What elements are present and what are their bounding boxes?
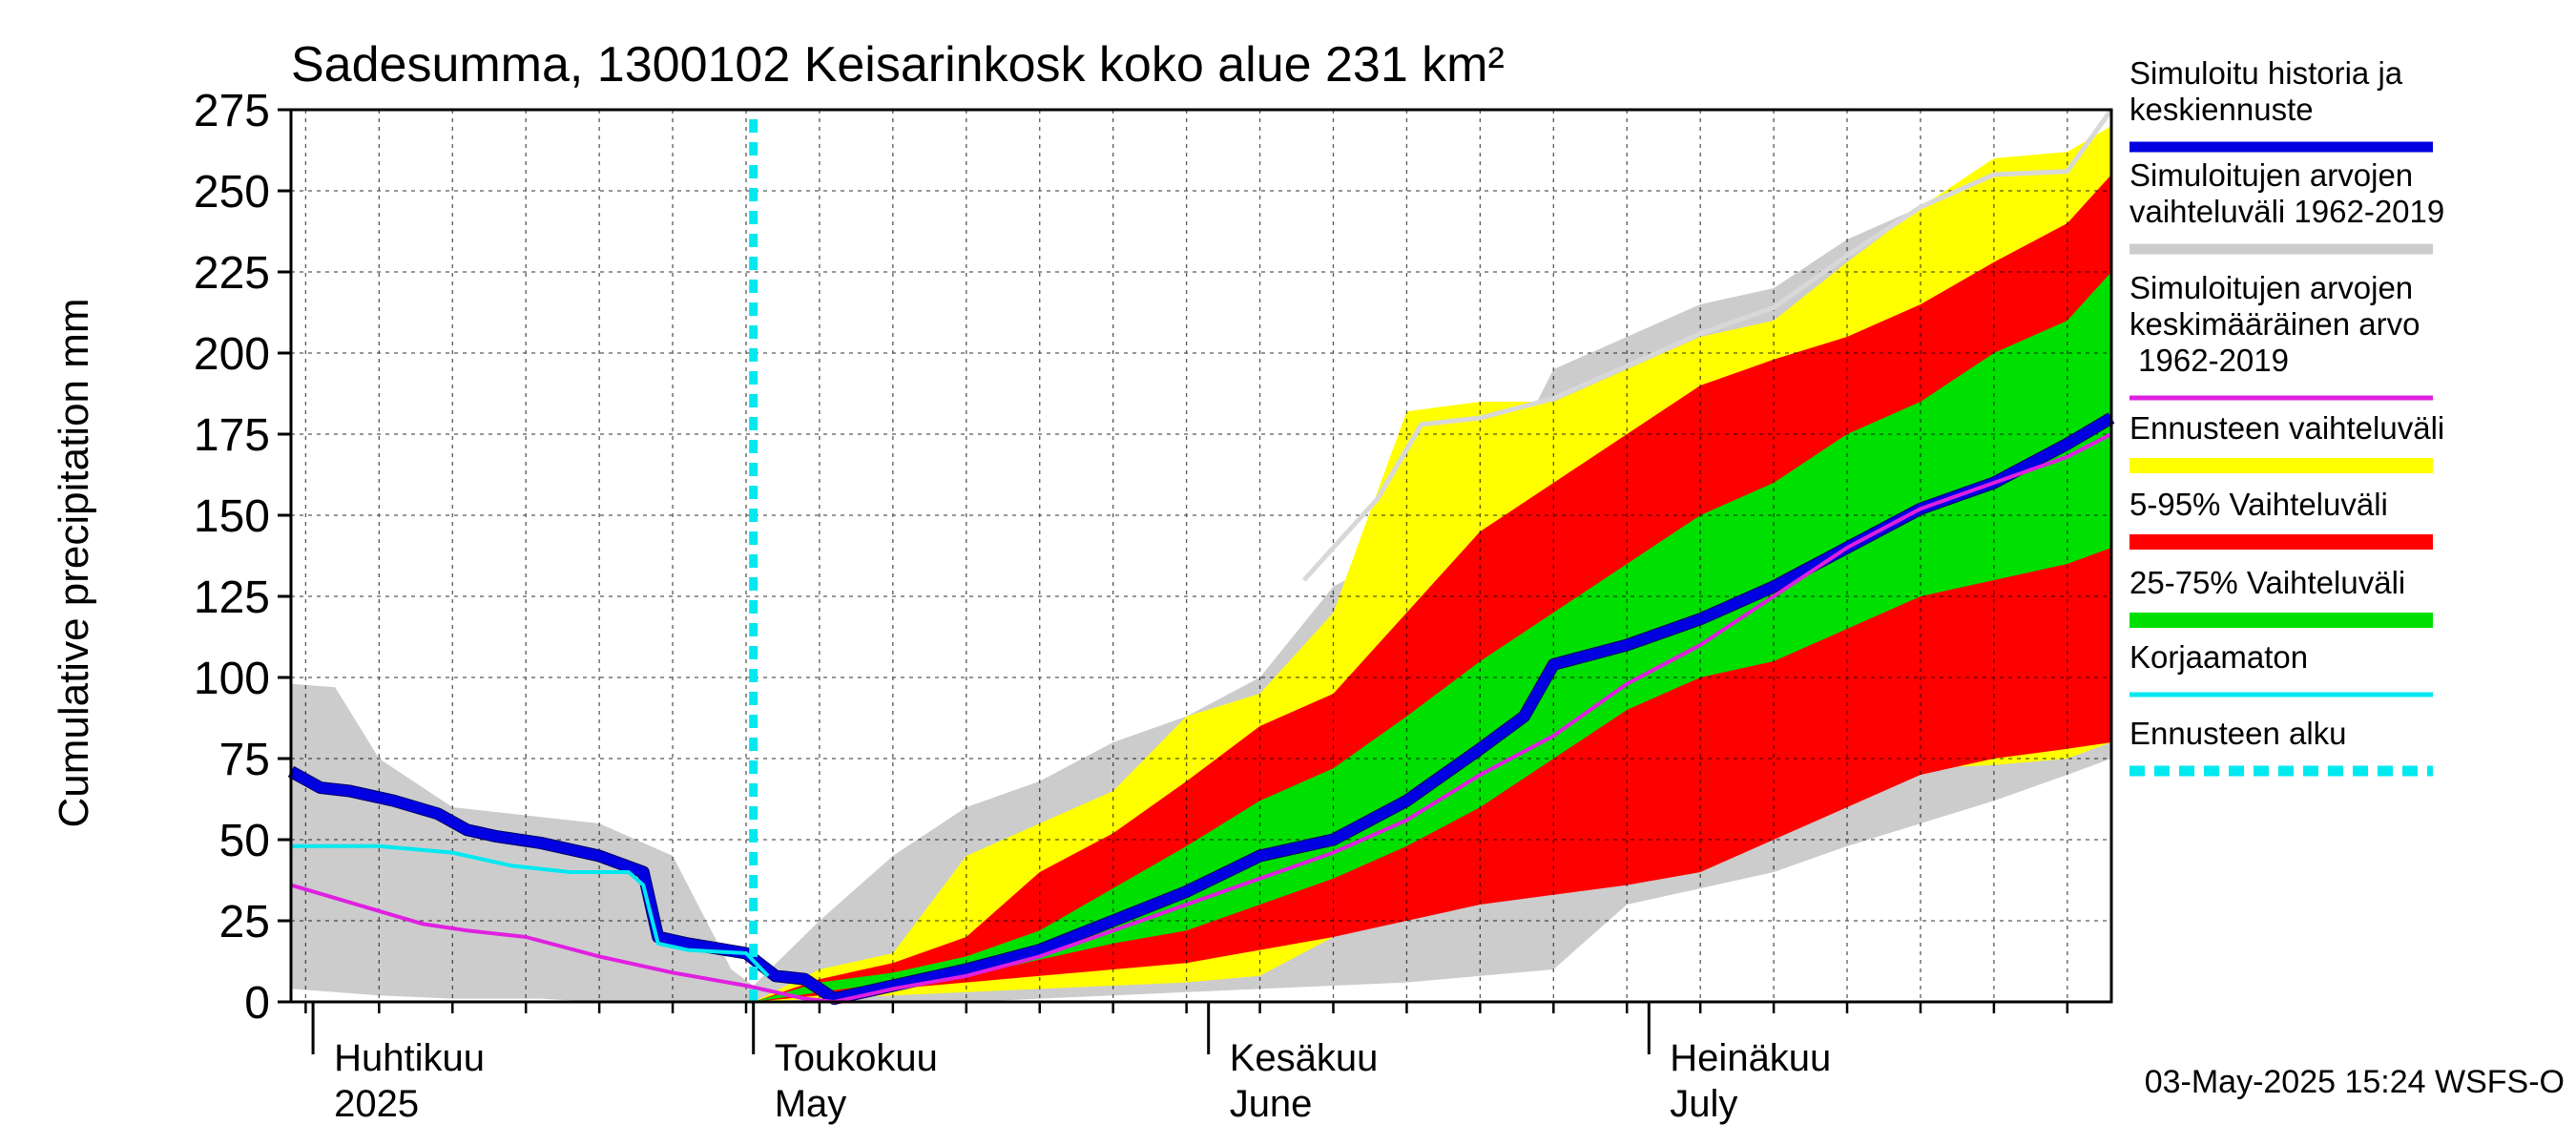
x-month-label-fi: Toukokuu (775, 1037, 938, 1079)
x-month-label-en: 2025 (334, 1083, 419, 1125)
y-tick-label: 50 (219, 816, 270, 866)
y-tick-label: 75 (219, 735, 270, 785)
legend-label: Korjaamaton (2129, 639, 2308, 675)
y-axis: 0 25 50 75 100 125 150 175 200 225 250 275 (194, 86, 291, 1029)
x-month-label-en: July (1670, 1083, 1737, 1125)
timestamp: 03-May-2025 15:24 WSFS-O (2145, 1064, 2565, 1100)
y-tick-label: 225 (194, 248, 270, 299)
y-tick-label: 275 (194, 86, 270, 136)
y-axis-label: Cumulative precipitation mm (51, 298, 97, 827)
y-tick-label: 200 (194, 329, 270, 380)
chart-title: Sadesumma, 1300102 Keisarinkosk koko alu… (291, 37, 1505, 93)
y-tick-label: 100 (194, 654, 270, 704)
legend-label: 25-75% Vaihteluväli (2129, 565, 2405, 600)
y-tick-label: 250 (194, 167, 270, 218)
x-month-label-fi: Heinäkuu (1670, 1037, 1831, 1079)
main-forecast-line (288, 413, 2114, 1005)
legend: Simuloitu historia ja keskiennuste Simuloi… (2129, 55, 2444, 777)
legend-label: 5-95% Vaihteluväli (2129, 487, 2388, 522)
legend-label: Simuloitu historia ja keskiennuste (2129, 55, 2403, 127)
p5-95-band (753, 175, 2112, 1002)
legend-label: Simuloitujen arvojen vaihteluväli 1962-20… (2129, 157, 2444, 229)
historical-mean-line (290, 432, 2112, 1004)
x-month-label-en: May (775, 1083, 847, 1125)
x-month-label-en: June (1230, 1083, 1313, 1125)
legend-label: Simuloitujen arvojen keskimääräinen arvo … (2129, 270, 2420, 378)
y-tick-label: 175 (194, 410, 270, 461)
y-tick-label: 150 (194, 491, 270, 542)
x-month-label-fi: Kesäkuu (1230, 1037, 1379, 1079)
x-month-label-fi: Huhtikuu (334, 1037, 485, 1079)
y-tick-label: 125 (194, 572, 270, 623)
y-tick-label: 25 (219, 897, 270, 947)
y-tick-label: 0 (244, 978, 270, 1029)
plot-frame (289, 108, 2113, 1004)
max-range-line (1301, 108, 2114, 582)
legend-label: Ennusteen vaihteluväli (2129, 410, 2444, 446)
uncorrected-line (291, 843, 770, 978)
plot-area (287, 108, 2115, 1006)
legend-label: Ennusteen alku (2129, 716, 2347, 751)
